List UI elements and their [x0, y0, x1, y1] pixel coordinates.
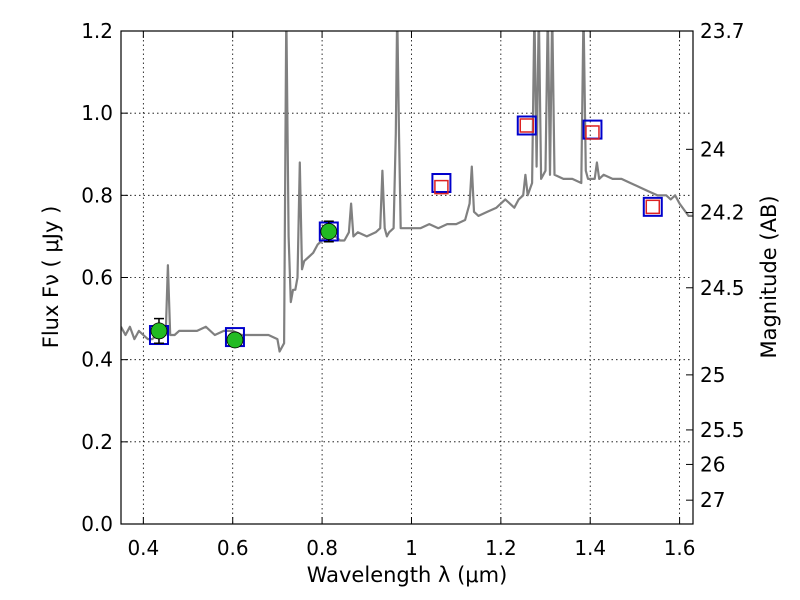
- observed-point: [320, 223, 338, 240]
- x-tick-label: 1: [405, 536, 418, 560]
- y-tick-label: 0.4: [81, 348, 113, 372]
- y2-tick-label: 24.5: [700, 276, 745, 300]
- x-tick-label: 1.6: [664, 536, 696, 560]
- y-tick-label: 0.6: [81, 266, 113, 290]
- observed-point: [150, 322, 168, 340]
- observed-limit-point: [434, 179, 449, 195]
- y-tick-label: 1.2: [81, 19, 113, 43]
- y2-tick-label: 27: [700, 488, 725, 512]
- ticks-layer: 0.4 0.6 0.8 1 1.2 1.4 1.6 0.0 0.2 0.4 0.6 0.8 1.0 1.2…: [81, 19, 744, 560]
- x-tick-label: 1.2: [485, 536, 517, 560]
- observed-limit-point: [585, 125, 600, 140]
- model-photometry-point: [516, 115, 537, 136]
- y2-tick-label: 24.2: [700, 201, 745, 225]
- spectrum-layer: [121, 31, 693, 353]
- y2-tick-label: 26: [700, 452, 725, 476]
- y-tick-label: 0.0: [81, 512, 113, 536]
- observed-point: [226, 331, 244, 349]
- spectrum-line: [121, 31, 693, 353]
- observed-limit-point: [519, 118, 535, 133]
- y2-tick-label: 25: [700, 363, 725, 387]
- x-tick-label: 0.6: [217, 536, 249, 560]
- markers-layer: [148, 115, 663, 349]
- model-photometry-point: [642, 196, 663, 217]
- observed-limit-point: [645, 199, 661, 215]
- x-tick-label: 0.4: [127, 536, 159, 560]
- x-tick-label: 1.4: [574, 536, 606, 560]
- y2-tick-label: 24: [700, 137, 725, 161]
- y-tick-label: 0.2: [81, 430, 113, 454]
- y-axis-label: Flux Fν ( μJy ): [39, 206, 63, 349]
- y-tick-label: 0.8: [81, 183, 113, 207]
- y2-tick-label: 23.7: [700, 19, 745, 43]
- model-photometry-point: [431, 173, 452, 194]
- x-tick-label: 0.8: [306, 536, 338, 560]
- y-tick-label: 1.0: [81, 101, 113, 125]
- x-axis-label: Wavelength λ (μm): [307, 563, 508, 587]
- y2-tick-label: 25.5: [700, 418, 745, 442]
- y2-axis-label: Magnitude (AB): [757, 195, 781, 358]
